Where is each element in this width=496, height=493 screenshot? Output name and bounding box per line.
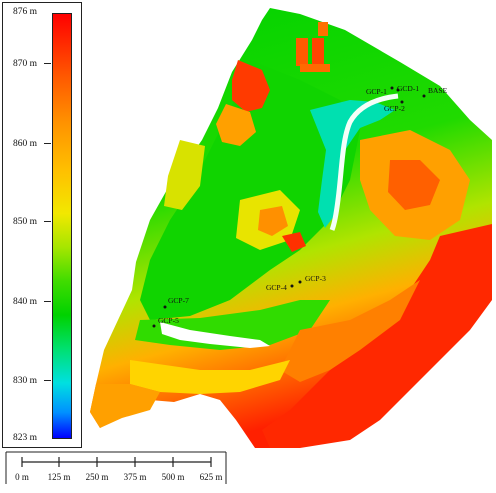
- terrain-orange-center: [258, 206, 288, 236]
- scale-label-0: 0 m: [15, 472, 29, 482]
- terrain-green-core: [140, 60, 360, 320]
- gcp-markers: [152, 86, 426, 328]
- scale-label-625: 625 m: [200, 472, 223, 482]
- terrain-red-northwest: [232, 60, 270, 112]
- terrain-yellow-south: [130, 360, 290, 394]
- legend-label-876: 876 m: [13, 7, 38, 17]
- terrain-orange-southeast: [280, 280, 420, 382]
- legend-tick-840: [44, 301, 51, 302]
- scale-label-125: 125 m: [48, 472, 71, 482]
- label-gcp-3: GCP-3: [305, 274, 326, 283]
- river-channel: [329, 93, 399, 231]
- terrain-orange-southwest: [90, 384, 160, 428]
- legend-label-840: 840 m: [13, 297, 38, 307]
- legend-label-823: 823 m: [13, 433, 38, 443]
- scale-label-500: 500 m: [162, 472, 185, 482]
- legend-label-850: 850 m: [13, 217, 38, 227]
- label-gcp-2: GCP-2: [384, 104, 405, 113]
- terrain-yellow-west: [164, 140, 205, 210]
- terrain-red-east: [388, 160, 440, 210]
- terrain-red-center: [282, 232, 306, 252]
- dem-map-svg: GCP-1 GCD-1 BASE GCP-2 GCP-3 GCP-4 GCP-7…: [90, 8, 492, 448]
- building-2: [312, 38, 324, 64]
- building-4: [318, 22, 328, 36]
- label-gcp-7: GCP-7: [168, 296, 189, 305]
- scale-label-375: 375 m: [124, 472, 147, 482]
- legend-label-860: 860 m: [13, 139, 38, 149]
- terrain-orange-northwest: [216, 104, 256, 146]
- building-1: [296, 38, 308, 66]
- label-base: BASE: [428, 86, 448, 95]
- building-3: [300, 64, 330, 72]
- legend-tick-850: [44, 221, 51, 222]
- legend-tick-870: [44, 63, 51, 64]
- legend-tick-830: [44, 380, 51, 381]
- scale-label-250: 250 m: [86, 472, 109, 482]
- legend-label-830: 830 m: [13, 376, 38, 386]
- label-gcd-1: GCD-1: [397, 84, 419, 93]
- terrain-cyan-river: [310, 100, 395, 228]
- elevation-colorbar: [52, 13, 72, 439]
- elevation-map: GCP-1 GCD-1 BASE GCP-2 GCP-3 GCP-4 GCP-7…: [84, 0, 496, 450]
- label-gcp-1: GCP-1: [366, 87, 387, 96]
- label-gcp-5: GCP-5: [158, 316, 179, 325]
- legend-label-870: 870 m: [13, 59, 38, 69]
- label-gcp-4: GCP-4: [266, 283, 287, 292]
- legend-tick-860: [44, 143, 51, 144]
- scale-bar-svg: 0 m 125 m 250 m 375 m 500 m 625 m: [5, 451, 227, 484]
- scale-bar: 0 m 125 m 250 m 375 m 500 m 625 m: [0, 450, 228, 488]
- lower-lake: [160, 322, 270, 348]
- elevation-legend: 876 m 870 m 860 m 850 m 840 m 830 m 823 …: [2, 2, 82, 448]
